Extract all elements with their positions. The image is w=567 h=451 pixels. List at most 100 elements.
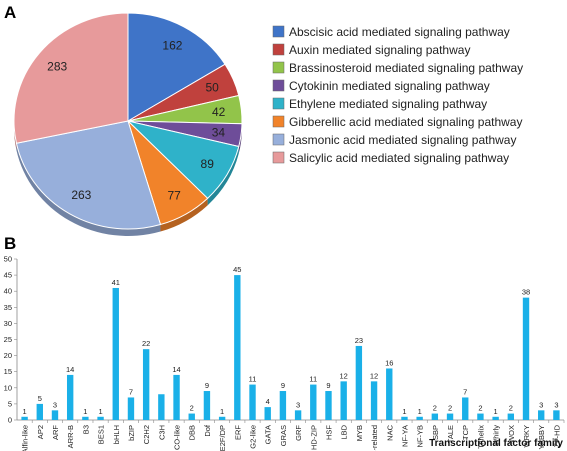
- bar-grf: [294, 410, 302, 420]
- bar-wrky: [522, 297, 530, 420]
- bar-value-label: 38: [522, 288, 530, 297]
- bar-value-label: 14: [66, 365, 74, 374]
- x-category-label: AP2: [36, 425, 45, 439]
- pie-edge-cytokinin-mediated-signaling-pathway: [238, 123, 242, 154]
- bar-whirly: [492, 416, 499, 420]
- x-category-label: Dof: [203, 424, 212, 437]
- bar-bhlh: [112, 287, 119, 420]
- bar-arf: [51, 410, 59, 420]
- x-category-label: Whirly: [492, 425, 501, 446]
- pie-edge-salicylic-acid-mediated-signaling-pathway: [14, 121, 17, 151]
- pie-value-label: 162: [162, 39, 182, 53]
- bar-value-label: 7: [129, 387, 133, 396]
- bar-nac: [386, 368, 393, 420]
- legend-label-abscisic-acid-mediated-signaling-pathway: Abscisic acid mediated signaling pathway: [289, 25, 510, 39]
- legend-label-ethylene-mediated-signaling-pathway: Ethylene mediated signaling pathway: [289, 97, 487, 111]
- pie-value-label: 283: [47, 60, 67, 74]
- bar-yabby: [538, 410, 545, 420]
- bar-hd-zip: [310, 384, 317, 420]
- x-category-label: ERF: [233, 425, 242, 440]
- bar-erf: [234, 275, 241, 420]
- bar-value-label: 7: [463, 387, 467, 396]
- pie-slice-abscisic-acid-mediated-signaling-pathway: [127, 12, 226, 122]
- bar-tale: [446, 413, 454, 420]
- y-tick-label: 45: [4, 271, 12, 280]
- x-category-label: GRF: [294, 425, 303, 441]
- bar-myb: [355, 345, 363, 420]
- pie-edge-gibberellic-acid-mediated-signaling-pathway: [160, 198, 208, 232]
- bar-sbp: [431, 413, 439, 420]
- x-category-label: Alfin-like: [21, 425, 30, 451]
- x-category-label: GATA: [264, 425, 273, 444]
- pie-slice-jasmonic-acid-mediated-signaling-pathway: [15, 120, 162, 230]
- bar-hsf: [325, 391, 332, 420]
- bar-dbb: [188, 413, 195, 420]
- legend-label-gibberellic-acid-mediated-signaling-pathway: Gibberellic acid mediated signaling path…: [289, 115, 522, 129]
- pie-value-label: 77: [167, 189, 181, 203]
- bar-value-label: 2: [478, 404, 482, 413]
- x-category-label: Trihelix: [476, 425, 485, 449]
- bar-trihelix: [477, 413, 484, 420]
- x-category-label: NF-YB: [416, 425, 425, 448]
- bar-lbd: [340, 381, 347, 420]
- bar-tcp: [462, 397, 469, 420]
- bar-value-label: 2: [433, 404, 437, 413]
- bar-bes1: [97, 416, 104, 420]
- y-tick-label: 30: [4, 319, 12, 328]
- bar-value-label: 2: [509, 404, 513, 413]
- bar-b3: [82, 416, 89, 420]
- bar-c2h2: [142, 349, 150, 420]
- legend-swatch-jasmonic-acid-mediated-signaling-pathway: [272, 133, 285, 146]
- y-tick-label: 40: [4, 287, 12, 296]
- bar-value-label: 3: [53, 400, 57, 409]
- bar-bzip: [127, 397, 135, 420]
- x-category-label: GRAS: [279, 425, 288, 446]
- bar-zf-hd: [553, 410, 560, 420]
- pie-slice-salicylic-acid-mediated-signaling-pathway: [13, 12, 129, 144]
- legend-label-salicylic-acid-mediated-signaling-pathway: Salicylic acid mediated signaling pathwa…: [289, 151, 509, 165]
- pie-chart: 162 50 42 34 89 77 263 283: [13, 12, 243, 236]
- bar-value-label: 9: [281, 381, 285, 390]
- bar-value-label: 9: [205, 381, 209, 390]
- x-category-label: HSF: [324, 425, 333, 440]
- bar-wox: [507, 413, 515, 420]
- x-category-label: BES1: [97, 425, 106, 444]
- bar-value-label: 45: [233, 265, 241, 274]
- bar-ap2: [36, 403, 43, 420]
- x-category-label: SBP: [431, 425, 440, 440]
- x-category-label: YABBY: [537, 425, 546, 449]
- bar-value-label: 1: [402, 407, 406, 416]
- bar-value-label: 1: [83, 407, 87, 416]
- legend-swatch-gibberellic-acid-mediated-signaling-pathway: [272, 115, 285, 128]
- bar-alfin-like: [21, 416, 28, 420]
- bar-chart: 0 5 10 15 20 25 30 35 40 45 50 1 Alfin-like 5 AP2 3 ARF 1…: [4, 255, 565, 451]
- bar-arr-b: [66, 374, 74, 420]
- bar-value-label: 23: [355, 336, 363, 345]
- pie-legend: Abscisic acid mediated signaling pathway…: [272, 25, 523, 165]
- y-tick-label: 5: [8, 399, 12, 408]
- x-category-label: B3: [81, 425, 90, 434]
- bar-value-label: 3: [539, 400, 543, 409]
- x-category-label: NAC: [385, 424, 394, 440]
- bar-value-label: 11: [309, 375, 317, 384]
- legend-swatch-salicylic-acid-mediated-signaling-pathway: [272, 151, 285, 164]
- pie-value-label: 89: [201, 157, 215, 171]
- bar-nf-ya: [401, 416, 408, 420]
- pie-value-label: 42: [212, 105, 226, 119]
- x-category-label: C2H2: [142, 425, 151, 444]
- x-category-label: CO-like: [173, 425, 182, 450]
- bar-value-label: 11: [249, 375, 257, 384]
- bar-value-label: 14: [172, 365, 180, 374]
- legend-label-auxin-mediated-signaling-pathway: Auxin mediated signaling pathway: [289, 43, 470, 57]
- bar-dof: [203, 391, 211, 420]
- x-category-label: WRKY: [522, 425, 531, 448]
- bar-value-label: 1: [23, 407, 27, 416]
- x-category-label: TALE: [446, 425, 455, 443]
- x-category-label: bHLH: [112, 425, 121, 444]
- x-category-label: ARR-B: [66, 425, 75, 448]
- bar-co-like: [173, 374, 180, 420]
- x-category-label: G2-like: [249, 425, 258, 449]
- legend-label-brassinosteroid-mediated-signaling-pathway: Brassinosteroid mediated signaling pathw…: [289, 61, 523, 75]
- x-category-label: DBB: [188, 425, 197, 440]
